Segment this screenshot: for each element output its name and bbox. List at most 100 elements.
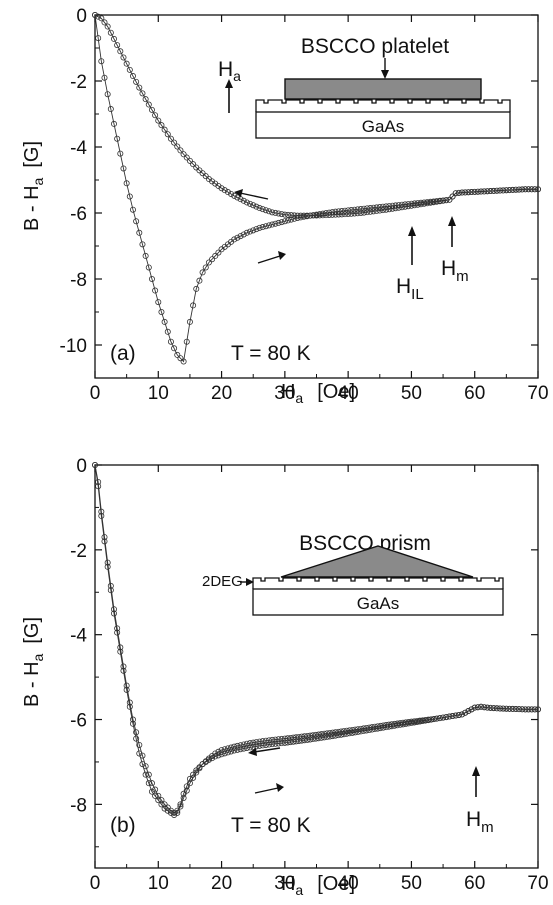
data-point bbox=[433, 198, 440, 205]
data-point bbox=[481, 704, 488, 711]
data-point bbox=[360, 205, 367, 212]
data-point bbox=[278, 740, 285, 747]
data-point bbox=[180, 358, 187, 365]
data-point bbox=[522, 186, 529, 193]
x-tick-label: 20 bbox=[211, 873, 232, 894]
x-tick-label: 30 bbox=[274, 873, 295, 894]
data-point bbox=[180, 790, 187, 797]
x-tick-label: 50 bbox=[401, 873, 422, 894]
data-point bbox=[287, 739, 294, 746]
data-point bbox=[357, 206, 364, 213]
data-point bbox=[180, 151, 187, 158]
data-point bbox=[243, 229, 250, 236]
panel-b-ylabel: B - Ha[G] bbox=[21, 617, 46, 707]
data-point bbox=[278, 211, 285, 218]
data-point bbox=[395, 204, 402, 211]
data-point bbox=[164, 328, 171, 335]
data-point bbox=[343, 727, 350, 734]
data-point bbox=[250, 202, 257, 209]
data-point bbox=[101, 534, 108, 541]
arrow-increasing-a-head bbox=[278, 251, 286, 260]
data-point bbox=[468, 189, 475, 196]
data-point bbox=[152, 792, 159, 799]
data-point bbox=[509, 186, 516, 193]
data-point bbox=[221, 746, 228, 753]
data-point bbox=[253, 739, 260, 746]
data-point bbox=[383, 722, 390, 729]
data-point bbox=[145, 771, 152, 778]
panel-a-inset: Ha BSCCO platelet GaAs bbox=[218, 35, 511, 139]
data-point bbox=[117, 644, 124, 651]
data-point bbox=[152, 112, 159, 119]
data-point bbox=[167, 338, 174, 345]
data-point bbox=[369, 724, 376, 731]
data-point bbox=[380, 722, 387, 729]
data-point bbox=[446, 196, 453, 203]
data-point bbox=[481, 188, 488, 195]
y-tick-label: 0 bbox=[76, 456, 87, 477]
data-point bbox=[139, 241, 146, 248]
data-point bbox=[107, 582, 114, 589]
data-point bbox=[253, 226, 260, 233]
data-point bbox=[335, 728, 342, 735]
data-point bbox=[281, 739, 288, 746]
data-point bbox=[275, 210, 282, 217]
data-point bbox=[177, 803, 184, 810]
data-point bbox=[117, 150, 124, 157]
data-point bbox=[262, 207, 269, 214]
data-point bbox=[104, 559, 111, 566]
x-tick-label: 70 bbox=[527, 873, 548, 894]
data-point bbox=[376, 207, 383, 214]
data-point bbox=[199, 269, 206, 276]
data-point bbox=[373, 207, 380, 214]
data-point bbox=[360, 209, 367, 216]
data-point bbox=[272, 220, 279, 227]
data-point bbox=[440, 714, 447, 721]
data-point bbox=[512, 706, 519, 713]
data-point bbox=[237, 233, 244, 240]
panel-b-data bbox=[92, 461, 542, 818]
data-point bbox=[266, 741, 273, 748]
data-point bbox=[408, 718, 415, 725]
data-point bbox=[148, 106, 155, 113]
data-point bbox=[114, 135, 121, 142]
data-point bbox=[247, 740, 254, 747]
data-point bbox=[247, 200, 254, 207]
data-point bbox=[269, 209, 276, 216]
data-point bbox=[493, 705, 500, 712]
data-point bbox=[357, 209, 364, 216]
data-point bbox=[341, 207, 348, 214]
data-point bbox=[186, 780, 193, 787]
data-point bbox=[324, 730, 331, 737]
data-point bbox=[224, 749, 231, 756]
data-point bbox=[436, 715, 443, 722]
ha-label: Ha bbox=[218, 58, 241, 84]
mesa-structure-a bbox=[255, 99, 511, 112]
data-point bbox=[497, 187, 504, 194]
data-point bbox=[205, 259, 212, 266]
data-point bbox=[352, 726, 359, 733]
x-tick-label: 60 bbox=[464, 383, 485, 404]
data-point bbox=[338, 728, 345, 735]
data-point bbox=[133, 735, 140, 742]
data-point bbox=[266, 222, 273, 229]
sample-pointer-head-a bbox=[381, 70, 389, 79]
data-point bbox=[363, 725, 370, 732]
data-point bbox=[209, 256, 216, 263]
data-point bbox=[139, 752, 146, 759]
data-point bbox=[297, 212, 304, 219]
data-point bbox=[484, 704, 491, 711]
data-point bbox=[190, 774, 197, 781]
data-point bbox=[167, 807, 174, 814]
data-point bbox=[388, 721, 395, 728]
data-point bbox=[142, 96, 149, 103]
data-point bbox=[240, 197, 247, 204]
data-point bbox=[288, 216, 295, 223]
data-point bbox=[397, 720, 404, 727]
data-point bbox=[376, 204, 383, 211]
y-tick-label: -2 bbox=[70, 72, 87, 93]
data-point bbox=[512, 186, 519, 193]
data-point bbox=[351, 210, 358, 217]
data-point bbox=[228, 744, 235, 751]
data-point bbox=[414, 200, 421, 207]
